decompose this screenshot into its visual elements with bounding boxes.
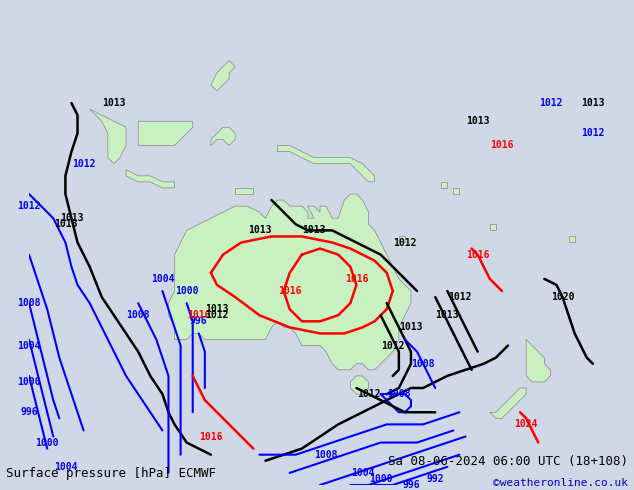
Text: 1004: 1004 [151, 274, 174, 284]
Text: 1000: 1000 [36, 438, 59, 447]
Text: 996: 996 [190, 317, 207, 326]
Polygon shape [453, 188, 460, 194]
Text: 1012: 1012 [539, 98, 562, 108]
Polygon shape [490, 388, 526, 418]
Polygon shape [235, 188, 254, 194]
Polygon shape [211, 127, 235, 146]
Text: 1024: 1024 [514, 419, 538, 429]
Text: 1004: 1004 [17, 341, 41, 350]
Text: 1016: 1016 [187, 310, 210, 320]
Text: 1000: 1000 [175, 286, 198, 296]
Text: 1013: 1013 [466, 116, 489, 126]
Polygon shape [399, 237, 405, 243]
Text: 992: 992 [427, 474, 444, 484]
Text: 1004: 1004 [351, 468, 374, 478]
Text: 1004: 1004 [54, 462, 77, 472]
Text: 1013: 1013 [60, 213, 83, 223]
Text: Surface pressure [hPa] ECMWF: Surface pressure [hPa] ECMWF [6, 467, 216, 480]
Text: 1012: 1012 [357, 389, 380, 399]
Text: 1016: 1016 [345, 274, 368, 284]
Text: 1008: 1008 [126, 310, 150, 320]
Text: 1012: 1012 [581, 128, 605, 138]
Polygon shape [138, 121, 193, 146]
Polygon shape [441, 182, 448, 188]
Text: 1012: 1012 [393, 238, 417, 247]
Text: 1013: 1013 [54, 220, 77, 229]
Text: 1008: 1008 [17, 298, 41, 308]
Polygon shape [351, 376, 368, 394]
Text: 1008: 1008 [387, 389, 411, 399]
Polygon shape [89, 109, 126, 164]
Text: 1013: 1013 [205, 304, 229, 314]
Text: Sa 08-06-2024 06:00 UTC (18+108): Sa 08-06-2024 06:00 UTC (18+108) [387, 455, 628, 468]
Text: 1013: 1013 [248, 225, 271, 235]
Text: 1016: 1016 [278, 286, 302, 296]
Text: 996: 996 [20, 407, 38, 417]
Text: 996: 996 [402, 480, 420, 490]
Text: 1016: 1016 [490, 141, 514, 150]
Text: 1000: 1000 [369, 474, 392, 484]
Text: 1008: 1008 [411, 359, 435, 369]
Text: 1013: 1013 [581, 98, 605, 108]
Polygon shape [569, 237, 574, 243]
Polygon shape [490, 224, 496, 230]
Text: 1012: 1012 [72, 159, 95, 169]
Text: ©weatheronline.co.uk: ©weatheronline.co.uk [493, 478, 628, 488]
Text: 1020: 1020 [551, 292, 574, 302]
Text: 1013: 1013 [102, 98, 126, 108]
Text: 1016: 1016 [466, 249, 489, 260]
Text: 1012: 1012 [205, 310, 229, 320]
Text: 1012: 1012 [381, 341, 404, 350]
Text: 1012: 1012 [448, 292, 471, 302]
Text: 1013: 1013 [436, 310, 459, 320]
Text: 1016: 1016 [199, 432, 223, 441]
Polygon shape [211, 61, 235, 91]
Text: 1012: 1012 [17, 201, 41, 211]
Text: 1008: 1008 [314, 450, 338, 460]
Polygon shape [126, 170, 174, 188]
Polygon shape [526, 340, 550, 382]
Polygon shape [169, 194, 411, 370]
Text: 1013: 1013 [302, 225, 326, 235]
Text: 1000: 1000 [17, 377, 41, 387]
Polygon shape [278, 146, 375, 182]
Text: 1013: 1013 [399, 322, 423, 332]
